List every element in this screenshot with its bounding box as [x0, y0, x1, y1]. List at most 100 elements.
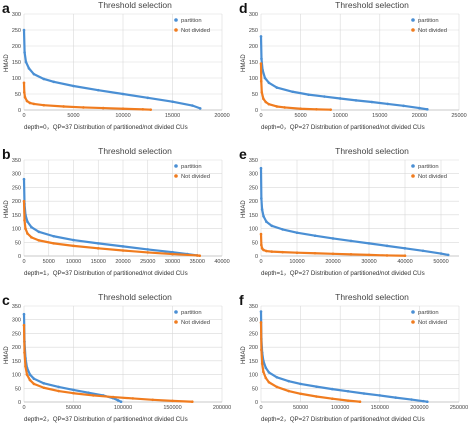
x-tick-label: 20000 [412, 113, 427, 119]
chart-title: Threshold selection [98, 292, 172, 302]
x-tick-label: 5000 [43, 259, 55, 265]
scatter-plot: 0 50 100 150 200 250 300 350 0 50000 100000 150000 2… [12, 304, 231, 411]
data-point [198, 107, 202, 110]
data-point [72, 391, 75, 395]
data-point [446, 253, 450, 257]
panel-letter: a [2, 0, 10, 16]
y-tick-label: 350 [249, 158, 258, 164]
x-axis-label: depth=1，QP=27 Distribution of partitione… [261, 270, 425, 277]
x-axis-label: depth=2，QP=37 Distribution of partitione… [24, 416, 188, 423]
x-tick-label: 200000 [410, 405, 428, 411]
data-point [121, 92, 125, 96]
data-point [275, 376, 279, 379]
y-tick-label: 200 [249, 199, 258, 205]
data-point [171, 252, 174, 256]
legend-marker [174, 320, 178, 324]
y-tick-label: 150 [12, 359, 21, 365]
x-tick-label: 10000 [115, 113, 130, 119]
data-point [281, 228, 284, 231]
data-point [262, 370, 265, 374]
y-tick-label: 300 [12, 172, 21, 178]
data-point [32, 102, 36, 106]
data-point [265, 220, 268, 224]
scatter-plot: 0 50 100 150 200 250 300 0 5000 10000 15000 20000 25… [249, 12, 467, 119]
y-tick-label: 50 [15, 240, 21, 246]
data-point [259, 232, 263, 236]
x-tick-label: 20000 [325, 259, 340, 265]
x-tick-label: 20000 [115, 259, 130, 265]
x-tick-label: 40000 [397, 259, 412, 265]
data-point [22, 28, 26, 32]
data-point [259, 79, 263, 83]
legend-marker [411, 320, 415, 324]
data-point [259, 35, 263, 38]
data-point [24, 227, 27, 230]
data-point [331, 252, 335, 256]
legend-marker [411, 18, 415, 22]
data-point [191, 400, 194, 404]
data-point [275, 86, 279, 89]
data-point [402, 104, 405, 108]
data-point [260, 348, 263, 352]
data-point [72, 84, 75, 88]
data-point [26, 220, 29, 224]
chart-title: Threshold selection [98, 0, 172, 10]
series-line-0 [22, 28, 202, 110]
data-point [378, 394, 382, 397]
panel-letter: e [239, 146, 247, 162]
x-tick-label: 50000 [66, 405, 81, 411]
x-tick-label: 250000 [450, 405, 468, 411]
data-point [330, 397, 334, 401]
legend-label: Not divided [181, 174, 210, 180]
y-tick-label: 150 [12, 60, 21, 66]
data-point [265, 249, 268, 253]
data-point [22, 177, 26, 181]
data-point [315, 108, 318, 111]
data-point [32, 72, 36, 76]
chart-title: Threshold selection [98, 146, 172, 156]
x-tick-label: 100000 [114, 405, 132, 411]
legend-marker [411, 164, 415, 168]
data-point [362, 392, 366, 395]
x-tick-label: 10000 [66, 259, 81, 265]
data-point [349, 253, 353, 256]
chart-panel-d: d Threshold selection HMAD depth=0，QP=27 Di… [237, 0, 474, 146]
scatter-plot: 0 50 100 150 200 250 300 0 5000 10000 15000 20000 pa… [12, 12, 230, 119]
x-tick-label: 5000 [294, 113, 306, 119]
data-point [315, 385, 318, 388]
legend-label: partition [418, 310, 439, 316]
x-tick-label: 35000 [190, 259, 205, 265]
y-tick-label: 50 [252, 386, 258, 392]
data-point [151, 398, 154, 402]
x-tick-label: 15000 [91, 259, 106, 265]
legend-label: Not divided [418, 28, 447, 34]
y-tick-label: 250 [12, 28, 21, 34]
y-tick-label: 0 [18, 400, 21, 406]
data-point [28, 378, 32, 382]
scatter-plot: 0 50 100 150 200 250 300 350 0 10000 20000 30000 400… [249, 158, 459, 265]
data-point [410, 398, 413, 401]
data-point [367, 253, 371, 257]
y-tick-label: 300 [12, 318, 21, 324]
data-point [22, 199, 26, 203]
x-tick-label: 0 [259, 405, 262, 411]
y-tick-label: 200 [249, 345, 258, 351]
data-point [23, 95, 27, 99]
data-point [260, 362, 264, 365]
panel-letter: f [239, 292, 244, 308]
y-tick-label: 250 [249, 331, 258, 337]
data-point [30, 236, 33, 239]
x-tick-label: 0 [22, 113, 25, 119]
data-point [23, 51, 26, 54]
data-point [264, 366, 268, 370]
data-point [149, 108, 153, 111]
data-point [264, 100, 268, 104]
x-tick-label: 0 [22, 405, 25, 411]
data-point [92, 394, 95, 397]
x-tick-label: 40000 [214, 259, 229, 265]
y-tick-label: 200 [12, 199, 21, 205]
y-tick-label: 50 [15, 386, 21, 392]
data-point [354, 99, 358, 102]
data-point [260, 243, 263, 247]
data-point [37, 230, 41, 234]
